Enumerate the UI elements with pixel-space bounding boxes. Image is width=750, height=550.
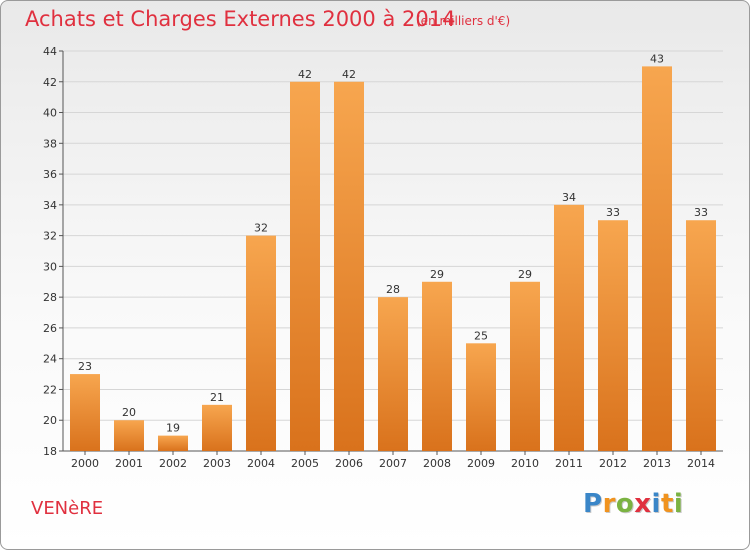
logo-letter: t — [660, 489, 674, 519]
y-tick-label: 18 — [43, 445, 57, 458]
y-tick-label: 22 — [43, 383, 57, 396]
bar — [378, 297, 408, 451]
y-tick-label: 42 — [43, 76, 57, 89]
x-tick-label: 2008 — [423, 457, 451, 470]
labels: 18 20 22 24 26 28 30 32 34 36 38 40 42 44 23 2000 20 2001… — [43, 45, 715, 470]
bar — [422, 281, 452, 451]
y-tick-label: 34 — [43, 199, 57, 212]
bar — [334, 81, 364, 452]
data-label: 34 — [562, 191, 576, 204]
data-label: 23 — [78, 360, 92, 373]
x-tick-label: 2011 — [555, 457, 583, 470]
data-label: 25 — [474, 329, 488, 342]
x-tick-label: 2010 — [511, 457, 539, 470]
y-tick-label: 32 — [43, 230, 57, 243]
bar — [554, 204, 584, 451]
logo-letter: i — [673, 489, 684, 519]
data-label: 29 — [430, 268, 444, 281]
x-tick-label: 2003 — [203, 457, 231, 470]
y-tick-label: 28 — [43, 291, 57, 304]
x-tick-label: 2012 — [599, 457, 627, 470]
data-label: 33 — [694, 206, 708, 219]
x-tick-label: 2007 — [379, 457, 407, 470]
x-tick-label: 2005 — [291, 457, 319, 470]
x-tick-label: 2004 — [247, 457, 275, 470]
y-tick-label: 24 — [43, 353, 57, 366]
commune-name: VENèRE — [31, 498, 104, 519]
bar — [114, 420, 144, 451]
data-label: 28 — [386, 283, 400, 296]
x-tick-label: 2001 — [115, 457, 143, 470]
x-tick-label: 2013 — [643, 457, 671, 470]
bars — [70, 66, 716, 452]
x-tick-label: 2000 — [71, 457, 99, 470]
logo-letter: x — [634, 489, 652, 519]
logo-letter: i — [651, 489, 661, 519]
x-tick-label: 2009 — [467, 457, 495, 470]
data-label: 42 — [342, 68, 356, 81]
chart-subtitle: (en milliers d'€) — [416, 14, 511, 28]
y-tick-label: 20 — [43, 414, 57, 427]
y-tick-label: 40 — [43, 107, 57, 120]
data-label: 29 — [518, 268, 532, 281]
data-label: 19 — [166, 422, 180, 435]
bar — [70, 374, 100, 451]
data-label: 21 — [210, 391, 224, 404]
data-label: 20 — [122, 406, 136, 419]
logo-letter: o — [615, 489, 635, 519]
y-tick-label: 26 — [43, 322, 57, 335]
data-label: 33 — [606, 206, 620, 219]
bar — [290, 81, 320, 452]
bar — [642, 66, 672, 451]
x-tick-label: 2006 — [335, 457, 363, 470]
bar — [246, 235, 276, 451]
y-tick-label: 36 — [43, 168, 57, 181]
y-tick-label: 30 — [43, 260, 57, 273]
bar — [686, 220, 716, 451]
bar — [598, 220, 628, 451]
bar — [202, 404, 232, 451]
data-label: 43 — [650, 52, 664, 65]
proxiti-logo: Proxiti — [583, 489, 683, 519]
y-tick-label: 38 — [43, 137, 57, 150]
bar — [158, 435, 188, 451]
x-tick-label: 2014 — [687, 457, 715, 470]
bar — [510, 281, 540, 451]
logo-letter: r — [602, 489, 616, 519]
chart-title: Achats et Charges Externes 2000 à 2014 — [25, 7, 456, 31]
x-tick-label: 2002 — [159, 457, 187, 470]
y-tick-label: 44 — [43, 45, 57, 58]
bar — [466, 343, 496, 451]
data-label: 32 — [254, 222, 268, 235]
data-label: 42 — [298, 68, 312, 81]
logo-letter: P — [583, 489, 603, 519]
